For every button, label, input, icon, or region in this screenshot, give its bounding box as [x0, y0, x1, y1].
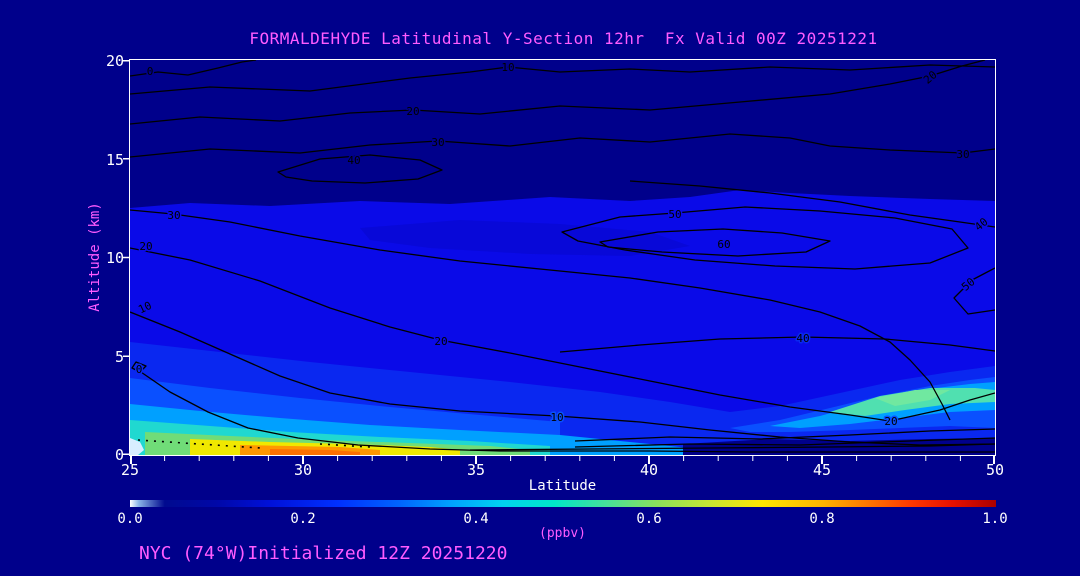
contour-label: 30: [956, 148, 969, 161]
contour-label: 50: [668, 208, 681, 221]
x-tick-label: 50: [985, 461, 1005, 479]
x-axis-title: Latitude: [528, 478, 597, 494]
y-tick-label: 15: [105, 151, 124, 169]
colorbar-tick-label: 0.0: [117, 511, 143, 527]
contour-label: 10: [550, 411, 563, 424]
init-info-text: NYC (74°W)Initialized 12Z 20251220: [139, 543, 508, 564]
y-tick-label: 0: [114, 446, 124, 464]
filled-contour-field: [130, 60, 995, 455]
contour-lines: [130, 60, 995, 453]
y-tick-label: 5: [114, 348, 124, 366]
x-tick-label: 30: [293, 461, 313, 479]
colorbar-tick-label: 0.6: [636, 511, 662, 527]
x-tick-label: 40: [639, 461, 659, 479]
contour-plot-canvas: 0 10 20 20 30 30 40 50 60 40 50 40 30 20…: [130, 60, 995, 455]
colorbar-tick-label: 0.4: [463, 511, 489, 527]
plot-area: 0 10 20 20 30 30 40 50 60 40 50 40 30 20…: [129, 59, 996, 456]
colorbar-gradient: [130, 500, 996, 507]
contour-label: 20: [406, 105, 419, 118]
colorbar-tick-label: 1.0: [982, 511, 1008, 527]
contour-labels: 0 10 20 20 30 30 40 50 60 40 50 40 30 20…: [134, 60, 992, 430]
colorbar-units-label: (ppbv): [539, 526, 586, 541]
contour-label: 30: [167, 209, 180, 222]
y-axis-title: Altitude (km): [87, 202, 103, 312]
contour-label: 0: [136, 363, 143, 376]
contour-label: 60: [717, 238, 730, 251]
colorbar-tick-label: 0.2: [290, 511, 316, 527]
x-tick-label: 35: [466, 461, 486, 479]
contour-label: 0: [147, 65, 154, 78]
y-axis-ticks: [123, 60, 130, 456]
plot-title: FORMALDEHYDE Latitudinal Y-Section 12hr …: [249, 29, 878, 48]
x-axis-ticks: [130, 456, 995, 464]
contour-label: 30: [431, 136, 444, 149]
contour-label: 20: [434, 335, 447, 348]
contour-label: 40: [347, 154, 360, 167]
contour-label: 20: [884, 415, 897, 428]
x-tick-label: 45: [812, 461, 832, 479]
contour-label: 10: [501, 61, 514, 74]
y-tick-label: 20: [105, 52, 124, 70]
x-tick-label: 25: [120, 461, 140, 479]
y-tick-label: 10: [105, 249, 124, 267]
colorbar-tick-label: 0.8: [809, 511, 835, 527]
contour-label: 40: [796, 332, 809, 345]
contour-label: 20: [139, 240, 152, 253]
